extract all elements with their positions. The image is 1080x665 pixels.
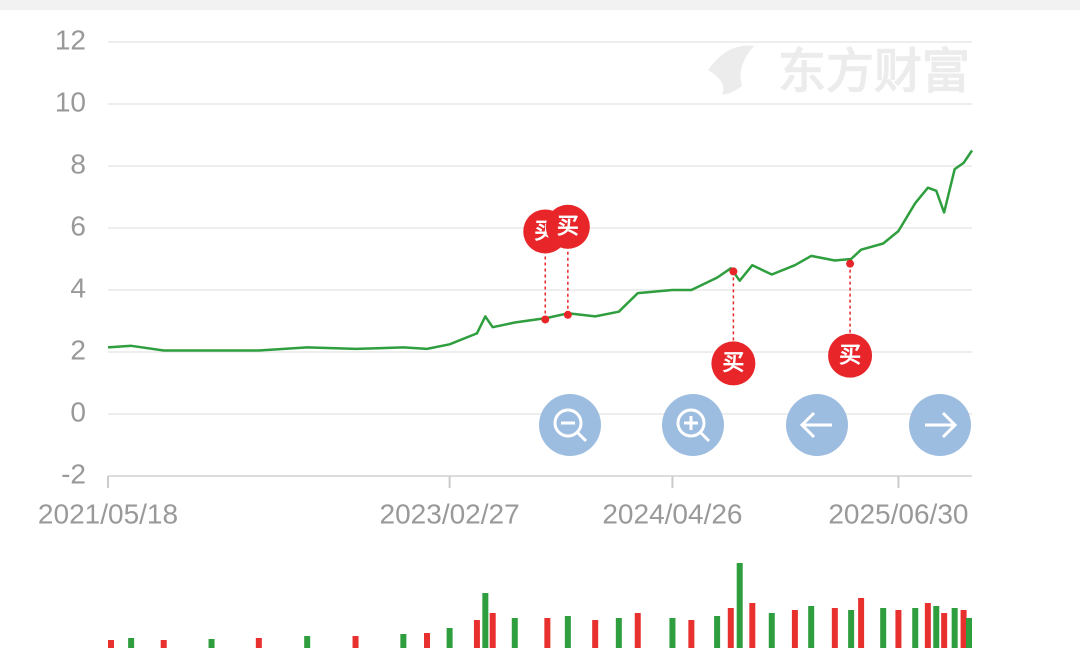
- volume-bar: [924, 603, 931, 648]
- y-tick-label: 6: [70, 210, 86, 241]
- volume-bar: [400, 634, 407, 648]
- y-tick-label: -2: [61, 458, 86, 489]
- volume-bar: [941, 613, 948, 648]
- zoom-out-button[interactable]: [539, 394, 601, 456]
- volume-bar: [564, 616, 571, 648]
- volume-bar: [255, 638, 262, 648]
- y-tick-label: 12: [55, 24, 86, 55]
- watermark-logo: [708, 45, 754, 95]
- marker-point: [541, 315, 550, 324]
- top-bar: [0, 0, 1080, 10]
- x-tick-label: 2025/06/30: [828, 498, 968, 529]
- volume-bar: [951, 608, 958, 648]
- volume-bar: [858, 598, 865, 648]
- volume-bar: [714, 616, 721, 648]
- volume-bar: [831, 608, 838, 648]
- watermark: 东方财富: [778, 46, 970, 99]
- volume-bar: [592, 620, 599, 648]
- volume-bar: [727, 608, 734, 648]
- y-tick-label: 0: [70, 396, 86, 427]
- volume-bar: [208, 639, 215, 648]
- buy-marker: [711, 341, 756, 386]
- volume-bar: [736, 563, 743, 648]
- volume-bar: [160, 640, 167, 648]
- volume-bar: [912, 608, 919, 648]
- volume-bar: [933, 606, 940, 648]
- volume-bar: [615, 618, 622, 648]
- buy-marker: [828, 333, 873, 378]
- y-tick-label: 2: [70, 334, 86, 365]
- volume-bar: [128, 638, 135, 648]
- buy-marker: [545, 204, 590, 249]
- volume-bar: [960, 610, 967, 648]
- volume-bar: [446, 628, 453, 648]
- x-tick-label: 2024/04/26: [602, 498, 742, 529]
- volume-bar: [544, 618, 551, 648]
- volume-bar: [880, 608, 887, 648]
- buy-marker-label: 买: [839, 342, 861, 367]
- scroll-left-button[interactable]: [786, 394, 848, 456]
- zoom-in-button[interactable]: [662, 394, 724, 456]
- y-tick-label: 8: [70, 148, 86, 179]
- marker-point: [846, 259, 855, 268]
- price-line: [107, 149, 974, 352]
- volume-bar: [424, 633, 431, 648]
- volume-bar: [895, 610, 902, 648]
- scroll-right-button[interactable]: [909, 394, 971, 456]
- volume-bar: [808, 606, 815, 648]
- marker-point: [563, 310, 572, 319]
- volume-bar: [669, 618, 676, 648]
- y-tick-label: 4: [70, 272, 86, 303]
- volume-bar: [489, 613, 496, 648]
- volume-bar: [791, 610, 798, 648]
- volume-bar: [108, 640, 114, 648]
- buy-marker-label: 买: [557, 214, 579, 239]
- volume-bar: [352, 636, 359, 648]
- y-tick-label: 10: [55, 86, 86, 117]
- buy-marker-label: 买: [722, 350, 744, 375]
- volume-bar: [768, 613, 775, 648]
- volume-bar: [473, 620, 480, 648]
- volume-bar: [304, 636, 311, 648]
- volume-bar: [482, 593, 489, 648]
- x-tick-label: 2023/02/27: [380, 498, 520, 529]
- volume-bar: [966, 618, 972, 648]
- volume-bar: [511, 618, 518, 648]
- volume-bar: [749, 603, 756, 648]
- volume-bar: [634, 613, 641, 648]
- x-tick-label: 2021/05/18: [38, 498, 178, 529]
- marker-point: [729, 267, 738, 276]
- volume-bar: [688, 620, 695, 648]
- volume-bar: [848, 610, 855, 648]
